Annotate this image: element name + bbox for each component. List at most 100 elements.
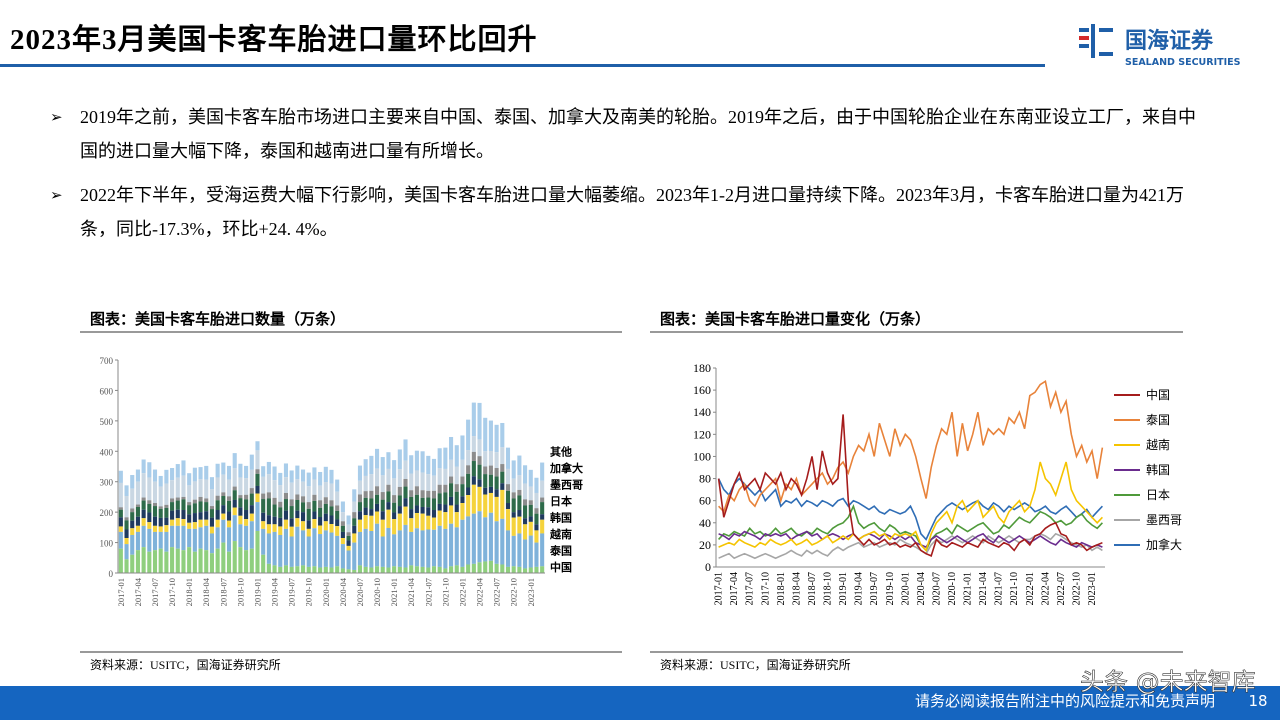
x-tick-label: 2018-01 <box>184 578 194 606</box>
bar-segment <box>523 483 528 500</box>
bar-segment <box>511 535 516 567</box>
bar-segment <box>540 566 545 573</box>
bar-segment <box>483 466 488 475</box>
bar-segment <box>517 475 522 490</box>
bar-segment <box>357 565 363 573</box>
bar-segment <box>374 503 380 512</box>
y-tick-label: 400 <box>100 447 114 457</box>
bar-segment <box>363 459 368 476</box>
bar-segment <box>443 484 448 493</box>
bar-segment <box>374 523 380 567</box>
bar-segment <box>164 504 169 508</box>
bar-segment <box>488 560 493 573</box>
x-tick-label: 2022-07 <box>492 578 502 606</box>
bar-segment <box>130 528 135 535</box>
bar-segment <box>221 474 226 493</box>
x-tick-label: 2022-04 <box>475 577 485 606</box>
bar-segment <box>414 505 419 514</box>
bar-segment <box>175 477 180 498</box>
bar-segment <box>363 491 368 498</box>
bar-segment <box>306 536 311 567</box>
bar-segment <box>192 513 197 523</box>
bar-segment <box>141 497 146 501</box>
bar-segment <box>494 424 499 453</box>
bar-segment <box>500 518 505 565</box>
bar-segment <box>540 502 545 515</box>
bar-segment <box>517 495 522 511</box>
bar-segment <box>130 475 135 489</box>
bar-segment <box>215 548 220 573</box>
bar-segment <box>409 455 414 474</box>
bar-segment <box>158 531 163 549</box>
bar-segment <box>443 568 448 573</box>
bar-segment <box>466 473 471 488</box>
bar-segment <box>323 503 328 514</box>
bar-segment <box>374 494 380 504</box>
bar-segment <box>261 521 266 529</box>
bar-segment <box>329 483 334 501</box>
bar-segment <box>118 548 123 573</box>
bar-segment <box>374 468 380 487</box>
bar-segment <box>517 533 522 567</box>
x-tick-label: 2020-01 <box>900 572 911 605</box>
bar-segment <box>340 521 345 526</box>
y-tick-label: 20 <box>699 538 711 552</box>
bar-segment <box>483 474 488 488</box>
bar-segment <box>477 402 482 440</box>
bar-segment <box>204 519 209 526</box>
bar-segment <box>540 519 545 534</box>
bar-segment <box>295 494 300 500</box>
bar-segment <box>152 531 158 551</box>
bar-segment <box>135 481 140 505</box>
bar-segment <box>352 512 357 519</box>
bar-segment <box>380 492 385 500</box>
bar-segment <box>437 484 442 494</box>
bar-segment <box>540 514 545 520</box>
bar-segment <box>494 452 499 469</box>
bar-segment <box>283 492 289 500</box>
bar-segment <box>289 566 294 573</box>
legend-label: 泰国 <box>1146 413 1170 427</box>
bar-segment <box>266 533 271 564</box>
bar-segment <box>261 466 266 477</box>
bar-segment <box>226 527 232 552</box>
bar-segment <box>329 567 334 573</box>
bar-segment <box>460 496 465 504</box>
bar-segment <box>130 488 135 509</box>
bar-segment <box>221 492 226 497</box>
bar-segment <box>226 496 232 501</box>
bar-segment <box>403 460 408 479</box>
bar-segment <box>295 499 300 511</box>
bar-segment <box>426 474 431 491</box>
bar-segment <box>483 517 488 562</box>
bar-segment <box>249 513 254 522</box>
bar-segment <box>204 465 209 480</box>
bar-segment <box>534 566 539 573</box>
bar-segment <box>466 450 471 466</box>
bar-segment <box>238 495 243 499</box>
bar-segment <box>363 528 368 567</box>
bar-segment <box>283 463 289 478</box>
logo-icon <box>1079 44 1089 48</box>
bar-segment <box>158 506 163 509</box>
bar-segment <box>278 526 283 535</box>
legend-label: 墨西哥 <box>550 479 583 492</box>
bar-segment <box>238 477 243 496</box>
bar-segment <box>511 498 516 513</box>
bar-segment <box>403 524 408 568</box>
bar-segment <box>249 548 254 573</box>
x-tick-label: 2018-04 <box>201 577 211 606</box>
bar-segment <box>528 521 533 536</box>
bar-segment <box>215 477 220 496</box>
bar-segment <box>272 466 277 481</box>
bar-segment <box>449 459 454 477</box>
bar-segment <box>306 472 311 487</box>
bar-segment <box>454 504 459 513</box>
bar-segment <box>198 548 203 573</box>
bar-segment <box>124 496 129 518</box>
bar-segment <box>426 497 431 508</box>
bar-segment <box>323 482 328 498</box>
bar-segment <box>363 515 368 529</box>
bar-segment <box>221 513 226 520</box>
bar-segment <box>244 478 249 495</box>
